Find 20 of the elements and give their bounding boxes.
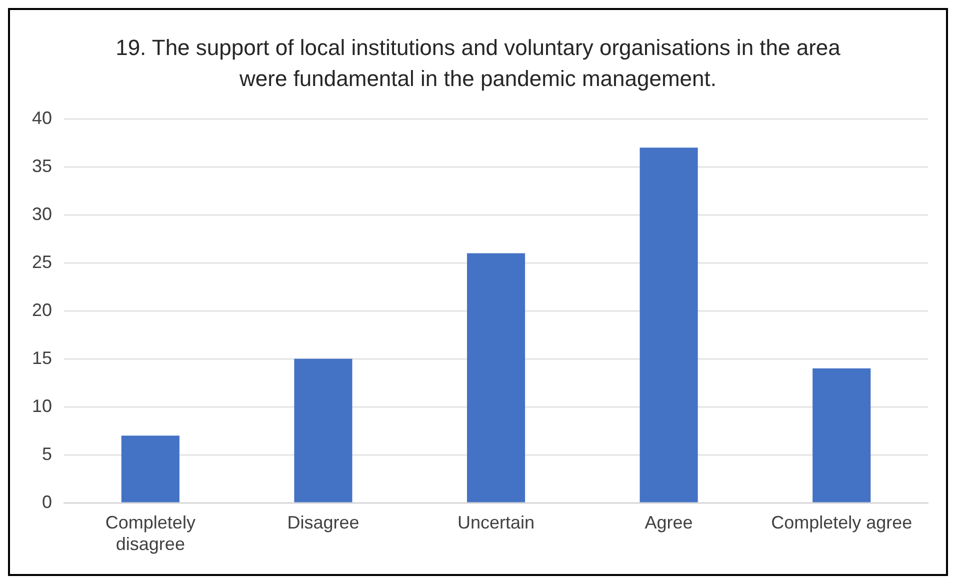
y-tick-label: 10 <box>32 396 52 416</box>
y-tick-label: 30 <box>32 204 52 224</box>
y-tick-label: 25 <box>32 252 52 272</box>
y-tick-label: 0 <box>42 492 52 512</box>
x-tick-label: Disagree <box>287 512 360 533</box>
y-tick-label: 15 <box>32 348 52 368</box>
y-tick-label: 5 <box>42 444 52 464</box>
chart-title: 19. The support of local institutions and voluntary organisations in the area were fundamental in the pandemic management. <box>114 34 842 93</box>
y-tick-label: 20 <box>32 300 52 320</box>
bar <box>294 358 352 502</box>
x-tick-label: Uncertain <box>457 512 535 533</box>
x-tick-label: Completely disagree <box>105 512 196 554</box>
bar <box>466 253 526 502</box>
x-tick-label: Agree <box>644 512 693 533</box>
y-tick-label: 40 <box>32 108 52 128</box>
bar <box>121 436 180 502</box>
bar <box>812 368 871 502</box>
y-tick-label: 35 <box>32 156 52 176</box>
bar <box>640 148 698 502</box>
x-tick-label: Completely agree <box>771 512 912 533</box>
